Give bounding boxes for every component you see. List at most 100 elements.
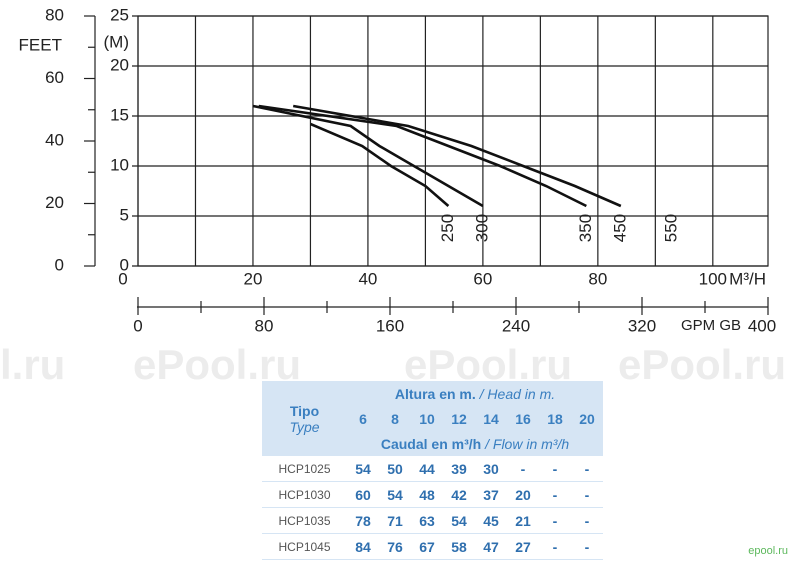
curve-label: 250 — [438, 214, 457, 242]
table-row: 6 8 10 12 14 16 18 20 — [262, 406, 603, 431]
header-text: / Flow in m³/h — [485, 435, 570, 452]
table-cell: - — [539, 481, 571, 508]
table-row: HCP1030 60 54 48 42 37 20- - — [262, 481, 603, 508]
watermark: ePool.ru — [133, 341, 301, 388]
table-cell: 20 — [507, 481, 539, 508]
table-cell: HCP1045 — [262, 533, 347, 560]
table-cell: - — [571, 456, 603, 482]
table-cell: 37 — [475, 481, 507, 508]
table-cell: 44 — [411, 456, 443, 482]
y-axis-label: (M) — [104, 32, 129, 51]
pump-curve — [258, 104, 587, 208]
curve-label: 350 — [576, 214, 595, 242]
table-cell: 14 — [475, 406, 507, 431]
table-cell: 60 — [347, 481, 379, 508]
x2-tick-label: 160 — [376, 316, 404, 335]
y2-tick-label: 40 — [45, 130, 64, 149]
table-row: Tipo Type Altura en m. / Head in m. — [262, 381, 603, 456]
y2-tick-label: 20 — [45, 193, 64, 212]
table-cell: 21 — [507, 507, 539, 534]
table-cell: - — [539, 507, 571, 534]
curve-label: 450 — [610, 214, 629, 242]
curve-label: 550 — [661, 214, 680, 242]
table-cell: 54 — [347, 456, 379, 482]
table-cell: 63 — [411, 507, 443, 534]
y2-tick-label: 0 — [55, 255, 64, 274]
y-tick-label: 25 — [110, 5, 129, 24]
pump-curve — [292, 104, 622, 208]
table-cell: 42 — [443, 481, 475, 508]
table-cell: 18 — [539, 406, 571, 431]
x2-tick-label: 320 — [628, 316, 656, 335]
y2-axis-label: FEET — [19, 35, 62, 54]
header-text: / Head in m. — [479, 385, 556, 402]
table-cell: 48 — [411, 481, 443, 508]
table-cell: - — [571, 507, 603, 534]
table-cell: 84 — [347, 533, 379, 560]
table-cell: HCP1025 — [262, 456, 347, 482]
table-cell: 8 — [379, 406, 411, 431]
table-cell: 76 — [379, 533, 411, 560]
header-text: Altura en m. — [394, 385, 476, 402]
table-cell: HCP1030 — [262, 481, 347, 508]
x2-tick-label: 0 — [133, 316, 142, 335]
y-tick-label: 10 — [110, 155, 129, 174]
table-cell: - — [539, 456, 571, 482]
table-cell: 27 — [507, 533, 539, 560]
table-cell: 12 — [443, 406, 475, 431]
spec-table: Tipo Type Altura en m. / Head in m. 6 8 10 12 1… — [262, 381, 603, 560]
watermark: ePool.ru — [618, 341, 786, 388]
pump-curve — [309, 122, 450, 207]
x2-axis-label: GPM GB — [681, 317, 741, 334]
table-cell: 78 — [347, 507, 379, 534]
table-cell: 39 — [443, 456, 475, 482]
table-cell: 54 — [443, 507, 475, 534]
curve-label: 300 — [472, 214, 491, 242]
table-cell: - — [571, 533, 603, 560]
x2-tick-label: 240 — [502, 316, 530, 335]
table-cell: Caudal en m³/h / Flow in m³/h — [347, 431, 603, 456]
table-cell: Altura en m. / Head in m. — [347, 381, 603, 406]
y2-tick-label: 60 — [45, 68, 64, 87]
table-cell: Tipo Type — [262, 381, 347, 456]
table-cell: - — [571, 481, 603, 508]
table-cell: 20 — [571, 406, 603, 431]
x-tick-label: 20 — [244, 269, 263, 288]
header-text: Caudal en m³/h — [380, 435, 482, 452]
table-cell: - — [539, 533, 571, 560]
y2-tick-label: 80 — [45, 5, 64, 24]
x-axis-label: M³/H — [729, 269, 766, 288]
table-row: HCP1025 54 50 44 39 30- - - — [262, 456, 603, 482]
table-cell: 30 — [475, 456, 507, 482]
x-tick-label: 80 — [588, 269, 607, 288]
table-cell: HCP1035 — [262, 507, 347, 534]
x-tick-label: 60 — [473, 269, 492, 288]
table-cell: 54 — [379, 481, 411, 508]
table-cell: 16 — [507, 406, 539, 431]
table-cell: 58 — [443, 533, 475, 560]
table-cell: - — [507, 456, 539, 482]
table-cell: 10 — [411, 406, 443, 431]
table-cell: 50 — [379, 456, 411, 482]
table-row: HCP1035 78 71 63 54 45 21- - — [262, 507, 603, 534]
corner-mark: epool.ru — [748, 545, 788, 557]
x-tick-label: 0 — [118, 269, 127, 288]
y-tick-label: 0 — [120, 255, 129, 274]
table-cell: 71 — [379, 507, 411, 534]
pump-curve — [252, 104, 484, 208]
header-text: Tipo — [289, 402, 320, 419]
table-cell: 45 — [475, 507, 507, 534]
x-tick-label: 40 — [358, 269, 377, 288]
x2-tick-label: 400 — [748, 316, 776, 335]
y-tick-label: 20 — [110, 55, 129, 74]
x2-tick-label: 80 — [255, 316, 274, 335]
x-tick-label: 100 — [699, 269, 727, 288]
y-tick-label: 15 — [110, 105, 129, 124]
header-text: Type — [289, 418, 320, 435]
watermark: l.ru — [0, 341, 65, 388]
y-tick-label: 5 — [120, 205, 129, 224]
watermark: ePool.ru — [404, 341, 572, 388]
table-cell: 67 — [411, 533, 443, 560]
table-cell: 6 — [347, 406, 379, 431]
